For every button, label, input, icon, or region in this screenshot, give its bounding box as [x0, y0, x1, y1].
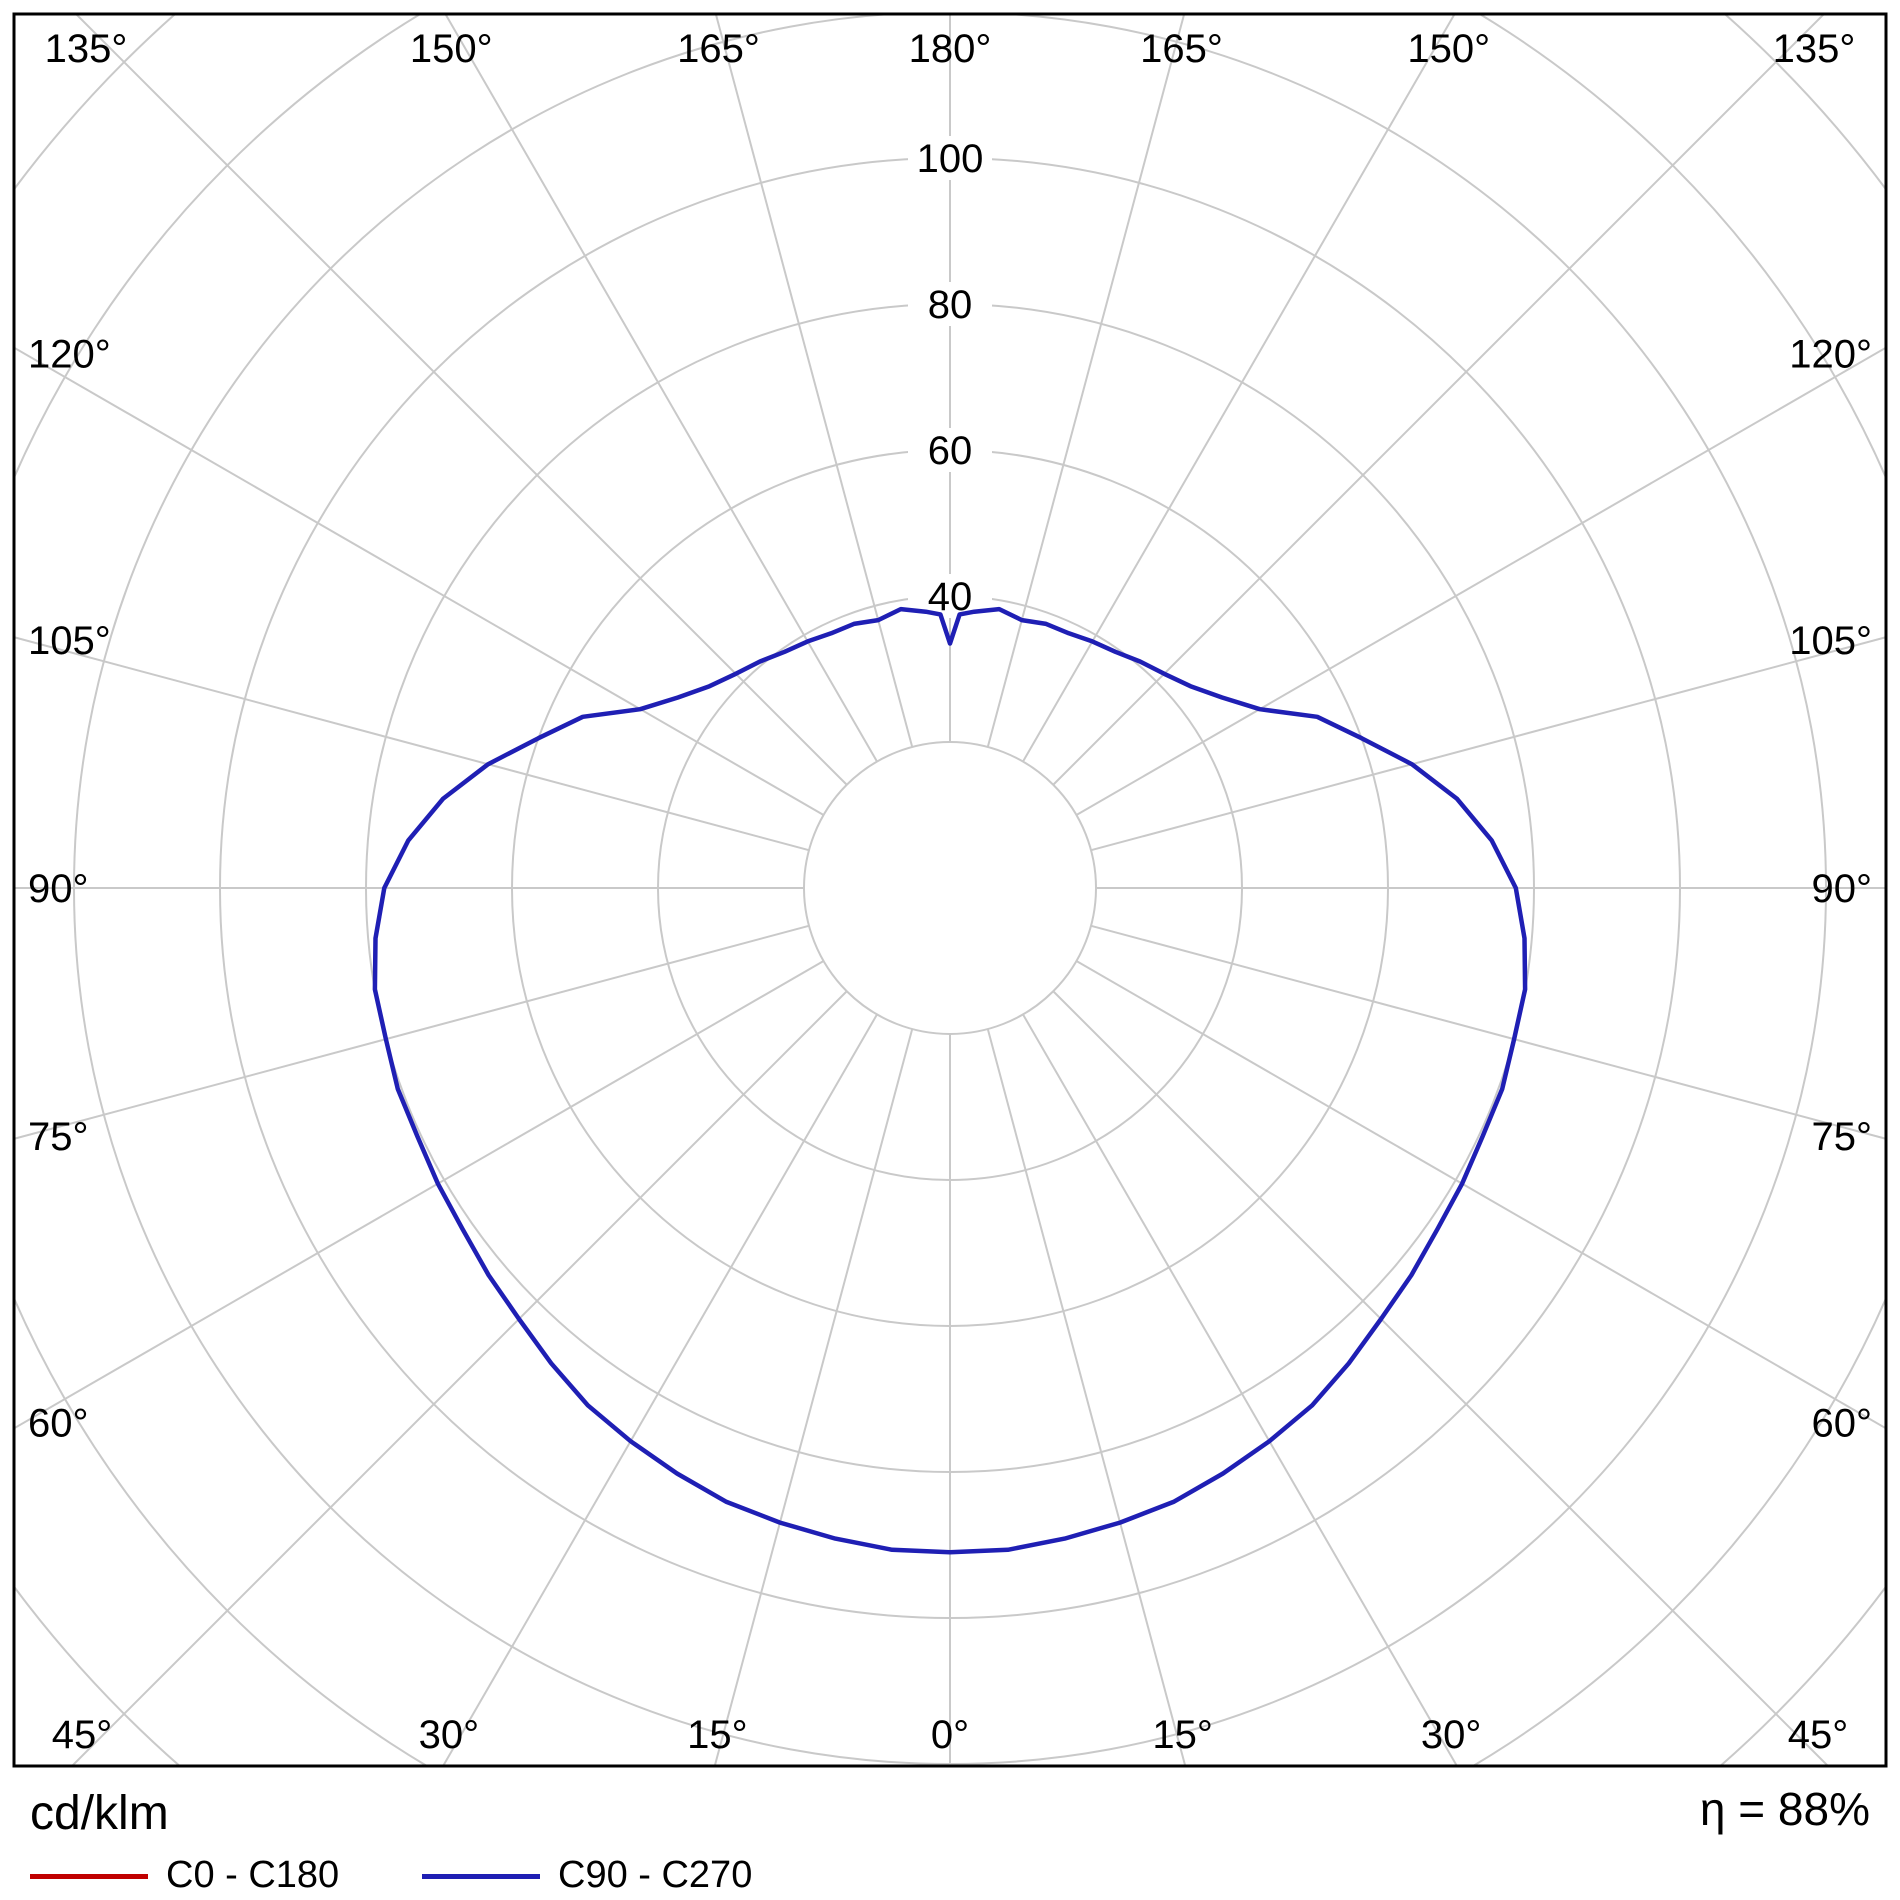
svg-text:60°: 60°: [28, 1402, 89, 1446]
svg-text:180°: 180°: [909, 27, 992, 71]
svg-text:45°: 45°: [1788, 1713, 1849, 1757]
svg-text:15°: 15°: [1152, 1713, 1213, 1757]
svg-text:90°: 90°: [1812, 867, 1873, 911]
svg-text:90°: 90°: [28, 867, 89, 911]
angle-labels: 0° 15° 15° 30° 30° 45° 45° 60° 60° 75° 75° 90° 90° 10…: [28, 27, 1872, 1757]
svg-text:120°: 120°: [1789, 332, 1872, 376]
svg-text:60°: 60°: [1812, 1402, 1873, 1446]
radial-tick-labels: 40 60 80 100: [917, 137, 984, 619]
svg-text:80: 80: [928, 283, 973, 327]
svg-text:165°: 165°: [1140, 27, 1223, 71]
units-label: cd/klm: [30, 1787, 169, 1840]
svg-text:100: 100: [917, 137, 984, 181]
svg-text:40: 40: [928, 575, 973, 619]
legend: C0 - C180 C90 - C270: [30, 1852, 1870, 1900]
legend-swatch-blue-line: [422, 1874, 540, 1879]
svg-text:150°: 150°: [1407, 27, 1490, 71]
legend-label-c0-c180: C0 - C180: [166, 1854, 340, 1896]
legend-label-c90-c270: C90 - C270: [558, 1854, 753, 1896]
svg-text:135°: 135°: [1773, 27, 1856, 71]
efficiency-label: η = 88%: [1699, 1783, 1870, 1835]
svg-text:150°: 150°: [410, 27, 493, 71]
svg-text:120°: 120°: [28, 332, 111, 376]
svg-text:165°: 165°: [677, 27, 760, 71]
legend-swatch-red-line: [30, 1874, 148, 1879]
curve-C90-C270: [372, 606, 1528, 1555]
svg-text:75°: 75°: [1812, 1115, 1873, 1159]
svg-text:45°: 45°: [52, 1713, 113, 1757]
svg-text:30°: 30°: [1421, 1713, 1482, 1757]
svg-text:0°: 0°: [931, 1713, 969, 1757]
svg-text:60: 60: [928, 429, 973, 473]
svg-text:75°: 75°: [28, 1115, 89, 1159]
svg-text:15°: 15°: [687, 1713, 748, 1757]
svg-text:135°: 135°: [45, 27, 128, 71]
svg-text:105°: 105°: [1789, 619, 1872, 663]
svg-text:30°: 30°: [419, 1713, 480, 1757]
chart-border: [12, 12, 1888, 1768]
intensity-curves: [372, 606, 1528, 1555]
svg-text:105°: 105°: [28, 619, 111, 663]
